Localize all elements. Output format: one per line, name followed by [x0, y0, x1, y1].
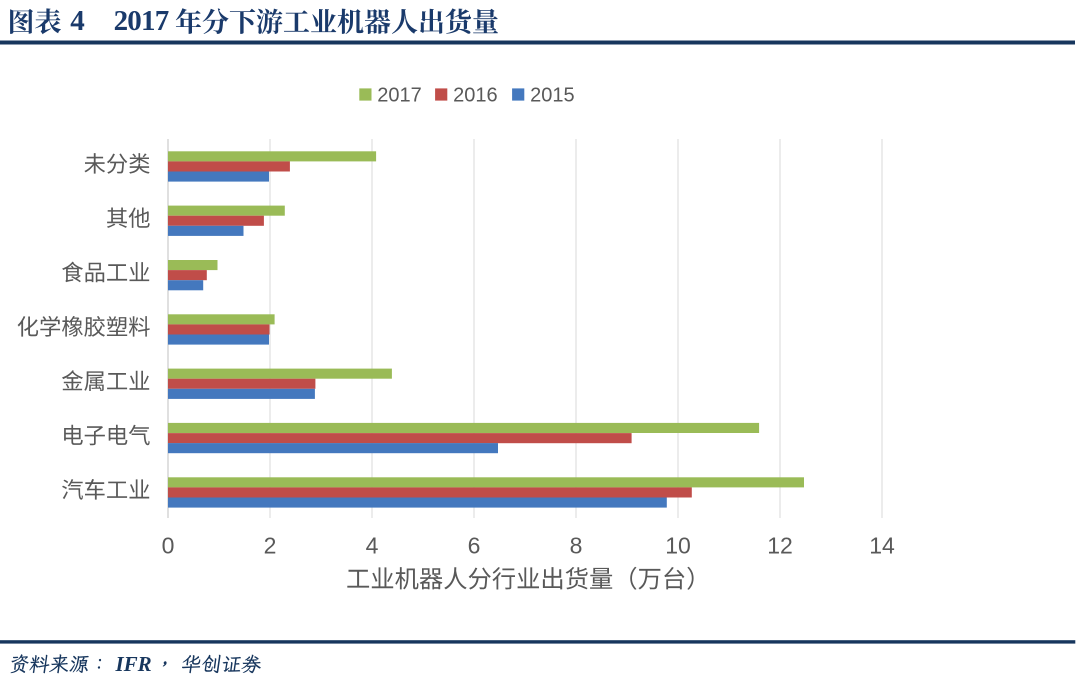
svg-text:2015: 2015	[530, 85, 575, 107]
svg-text:2016: 2016	[453, 85, 498, 107]
svg-text:14: 14	[869, 533, 895, 559]
svg-text:0: 0	[162, 533, 175, 559]
svg-text:IFR: IFR	[115, 652, 152, 676]
svg-text:4: 4	[70, 5, 85, 37]
svg-text:2: 2	[264, 533, 277, 559]
svg-text:6: 6	[468, 533, 481, 559]
svg-text:8: 8	[570, 533, 583, 559]
svg-text:12: 12	[767, 533, 793, 559]
svg-text:10: 10	[665, 533, 691, 559]
svg-text:2017: 2017	[377, 85, 422, 107]
svg-text:2017: 2017	[114, 5, 169, 37]
svg-text:4: 4	[366, 533, 379, 559]
